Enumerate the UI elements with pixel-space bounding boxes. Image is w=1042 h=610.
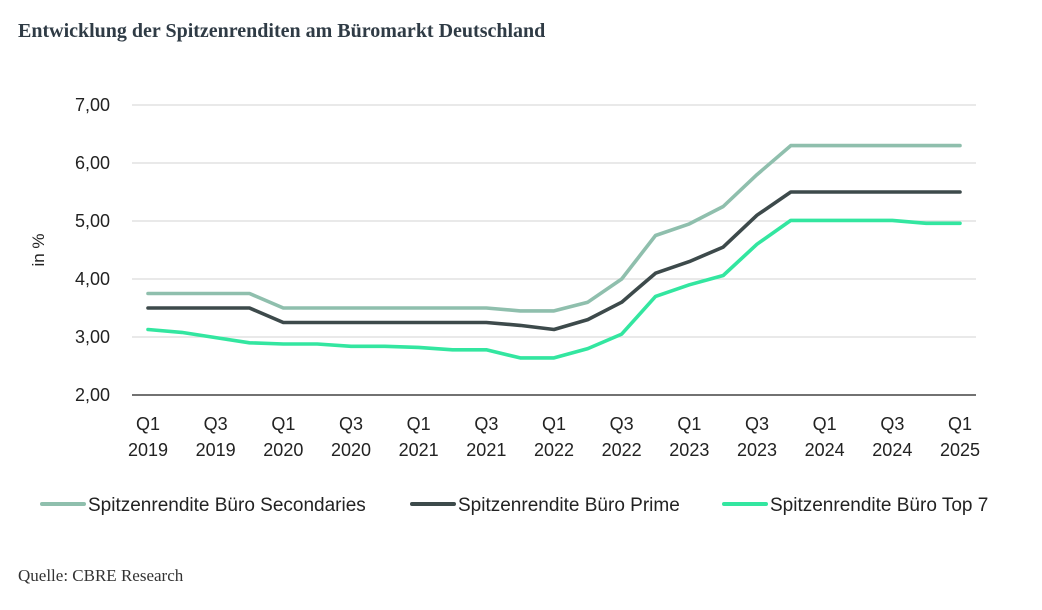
x-tick-label: Q3 2020 (331, 414, 371, 460)
legend: Spitzenrendite Büro Secondaries Spitzenre… (40, 495, 988, 516)
y-axis-ticks: 2,00 3,00 4,00 5,00 6,00 7,00 (75, 95, 110, 405)
y-tick-label: 3,00 (75, 327, 110, 347)
x-tick-year: 2021 (466, 440, 506, 460)
x-tick-label: Q1 2019 (128, 414, 168, 460)
x-tick-year: 2020 (263, 440, 303, 460)
x-tick-year: 2025 (940, 440, 980, 460)
x-tick-label: Q1 2022 (534, 414, 574, 460)
x-tick-label: Q1 2023 (669, 414, 709, 460)
series-line (146, 143, 962, 313)
legend-label: Spitzenrendite Büro Secondaries (88, 495, 366, 516)
y-tick-label: 6,00 (75, 153, 110, 173)
x-tick-year: 2020 (331, 440, 371, 460)
legend-item: Spitzenrendite Büro Top 7 (722, 495, 988, 516)
x-tick-year: 2022 (602, 440, 642, 460)
x-tick-quarter: Q3 (474, 414, 498, 434)
legend-label: Spitzenrendite Büro Prime (458, 495, 680, 516)
legend-label: Spitzenrendite Büro Top 7 (770, 495, 988, 516)
x-tick-year: 2021 (399, 440, 439, 460)
series-line (146, 190, 962, 332)
x-tick-quarter: Q3 (610, 414, 634, 434)
x-tick-label: Q3 2022 (602, 414, 642, 460)
series-3 (146, 218, 962, 360)
legend-item: Spitzenrendite Büro Prime (410, 495, 680, 516)
legend-item: Spitzenrendite Büro Secondaries (40, 495, 366, 516)
x-tick-quarter: Q3 (204, 414, 228, 434)
x-tick-quarter: Q3 (745, 414, 769, 434)
x-tick-quarter: Q1 (271, 414, 295, 434)
x-tick-quarter: Q1 (813, 414, 837, 434)
x-tick-quarter: Q3 (339, 414, 363, 434)
x-tick-year: 2024 (805, 440, 845, 460)
line-chart: 2,00 3,00 4,00 5,00 6,00 7,00 Q1 2019 Q3 2019 Q1 2… (29, 95, 988, 516)
series-2 (146, 190, 962, 332)
x-tick-label: Q3 2023 (737, 414, 777, 460)
x-tick-label: Q1 2021 (399, 414, 439, 460)
x-axis-ticks: Q1 2019 Q3 2019 Q1 2020 Q3 2020 Q1 2021 Q3 2021 Q1 20… (128, 414, 980, 460)
x-tick-label: Q1 2025 (940, 414, 980, 460)
x-tick-label: Q3 2024 (872, 414, 912, 460)
y-tick-label: 2,00 (75, 385, 110, 405)
chart-title: Entwicklung der Spitzenrenditen am Bürom… (18, 20, 546, 42)
series-1 (146, 143, 962, 313)
x-tick-label: Q1 2024 (805, 414, 845, 460)
y-tick-label: 7,00 (75, 95, 110, 115)
series-line (146, 218, 962, 360)
x-tick-label: Q1 2020 (263, 414, 303, 460)
gridlines (132, 104, 976, 396)
y-tick-label: 5,00 (75, 211, 110, 231)
x-tick-label: Q3 2019 (196, 414, 236, 460)
x-tick-label: Q3 2021 (466, 414, 506, 460)
x-tick-quarter: Q1 (407, 414, 431, 434)
x-tick-year: 2023 (669, 440, 709, 460)
x-tick-quarter: Q1 (542, 414, 566, 434)
x-tick-quarter: Q3 (880, 414, 904, 434)
x-tick-year: 2019 (196, 440, 236, 460)
x-tick-year: 2024 (872, 440, 912, 460)
y-tick-label: 4,00 (75, 269, 110, 289)
x-tick-year: 2019 (128, 440, 168, 460)
x-tick-year: 2022 (534, 440, 574, 460)
series-lines (146, 143, 962, 360)
x-tick-quarter: Q1 (948, 414, 972, 434)
source-note: Quelle: CBRE Research (18, 566, 184, 585)
x-tick-quarter: Q1 (677, 414, 701, 434)
x-tick-year: 2023 (737, 440, 777, 460)
y-axis-label: in % (29, 233, 48, 266)
x-tick-quarter: Q1 (136, 414, 160, 434)
